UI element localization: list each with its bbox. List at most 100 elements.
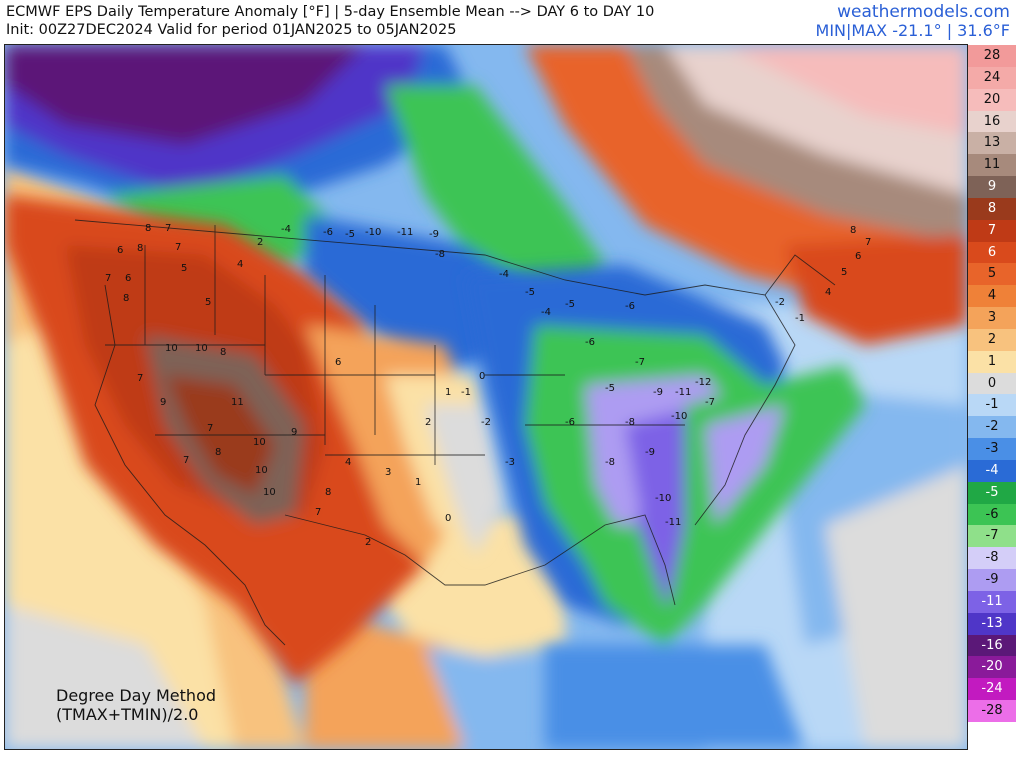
anomaly-label: -5 [345,229,355,240]
anomaly-label: -7 [635,357,645,368]
legend-swatch: -8 [968,547,1016,570]
anomaly-label: 6 [335,357,341,368]
anomaly-label: -11 [397,227,413,238]
anomaly-label: 7 [175,242,181,253]
anomaly-label: -4 [499,269,509,280]
anomaly-label: -9 [653,387,663,398]
color-legend: 28 24 20 16 13 11 9 8 7 6 5 4 3 2 1 0 -1 -2 -3 -4 -5 -6 -7 -8 -9… [968,45,1016,723]
legend-swatch: -13 [968,612,1016,635]
legend-swatch: 13 [968,132,1016,155]
anomaly-label: 7 [865,237,871,248]
legend-swatch: -5 [968,481,1016,504]
anomaly-label: 6 [117,245,123,256]
anomaly-label: 5 [205,297,211,308]
anomaly-label: 2 [425,417,431,428]
anomaly-label: 0 [445,513,451,524]
anomaly-label: -10 [655,493,671,504]
anomaly-label: -11 [675,387,691,398]
anomaly-label: 4 [825,287,831,298]
anomaly-label: -8 [625,417,635,428]
anomaly-label: 5 [181,263,187,274]
legend-swatch: 4 [968,285,1016,308]
anomaly-label: -8 [605,457,615,468]
anomaly-label: -10 [671,411,687,422]
anomaly-label: 8 [137,243,143,254]
legend-swatch: -16 [968,634,1016,657]
anomaly-label: -7 [705,397,715,408]
anomaly-label: -1 [795,313,805,324]
anomaly-label: 4 [237,259,243,270]
anomaly-label: -11 [665,517,681,528]
legend-swatch: 1 [968,350,1016,373]
minmax-readout: MIN|MAX -21.1° | 31.6°F [815,21,1010,40]
anomaly-label: 8 [145,223,151,234]
anomaly-map: 8 7 6 8 7 7 6 5 8 4 2 5 10 10 8 7 11 9 1… [4,44,968,750]
legend-swatch: -24 [968,678,1016,701]
anomaly-label: -6 [323,227,333,238]
legend-swatch: -20 [968,656,1016,679]
anomaly-label: 8 [850,225,856,236]
method-note: Degree Day Method (TMAX+TMIN)/2.0 [56,686,216,724]
legend-swatch: 28 [968,45,1016,67]
anomaly-label: 2 [365,537,371,548]
anomaly-label: 2 [257,237,263,248]
anomaly-label: 10 [255,465,268,476]
anomaly-label: -3 [505,457,515,468]
anomaly-label: -4 [541,307,551,318]
legend-swatch: -4 [968,459,1016,482]
anomaly-label: -5 [525,287,535,298]
anomaly-label: 8 [215,447,221,458]
legend-swatch: 20 [968,88,1016,111]
anomaly-label: 7 [207,423,213,434]
anomaly-label: 7 [183,455,189,466]
legend-swatch: 2 [968,328,1016,351]
anomaly-label: 10 [195,343,208,354]
anomaly-label: 7 [137,373,143,384]
method-note-line1: Degree Day Method [56,686,217,705]
anomaly-label: 11 [231,397,244,408]
anomaly-labels: 8 7 6 8 7 7 6 5 8 4 2 5 10 10 8 7 11 9 1… [105,223,871,548]
legend-swatch: -28 [968,700,1016,723]
anomaly-label: 9 [291,427,297,438]
anomaly-label: 8 [123,293,129,304]
legend-swatch: 0 [968,372,1016,395]
anomaly-label: -2 [481,417,491,428]
map-subtitle: Init: 00Z27DEC2024 Valid for period 01JA… [6,22,457,38]
anomaly-label: -9 [429,229,439,240]
anomaly-label: -6 [565,417,575,428]
anomaly-label: -4 [281,224,291,235]
legend-swatch: -6 [968,503,1016,526]
anomaly-label: 10 [263,487,276,498]
legend-swatch: 8 [968,197,1016,220]
legend-swatch: -2 [968,416,1016,439]
anomaly-label: 4 [345,457,351,468]
anomaly-label: 1 [445,387,451,398]
method-note-line2: (TMAX+TMIN)/2.0 [56,705,199,724]
anomaly-label: -5 [605,383,615,394]
anomaly-label: 7 [105,273,111,284]
anomaly-label: 10 [165,343,178,354]
anomaly-label: 8 [220,347,226,358]
anomaly-label: 0 [479,371,485,382]
anomaly-label: -6 [585,337,595,348]
anomaly-label: 6 [125,273,131,284]
legend-swatch: 3 [968,307,1016,330]
legend-swatch: 6 [968,241,1016,264]
anomaly-label: -5 [565,299,575,310]
legend-swatch: 9 [968,176,1016,199]
anomaly-label: 5 [841,267,847,278]
legend-swatch: 5 [968,263,1016,286]
site-name[interactable]: weathermodels.com [837,2,1010,22]
legend-swatch: -11 [968,590,1016,613]
anomaly-label: -12 [695,377,711,388]
anomaly-label: 1 [415,477,421,488]
anomaly-label: -1 [461,387,471,398]
legend-swatch: -1 [968,394,1016,417]
map-title: ECMWF EPS Daily Temperature Anomaly [°F]… [6,4,655,20]
anomaly-label: 6 [855,251,861,262]
anomaly-label: 7 [315,507,321,518]
anomaly-label: -10 [365,227,381,238]
anomaly-label: -2 [775,297,785,308]
anomaly-label: 3 [385,467,391,478]
legend-swatch: 24 [968,66,1016,89]
